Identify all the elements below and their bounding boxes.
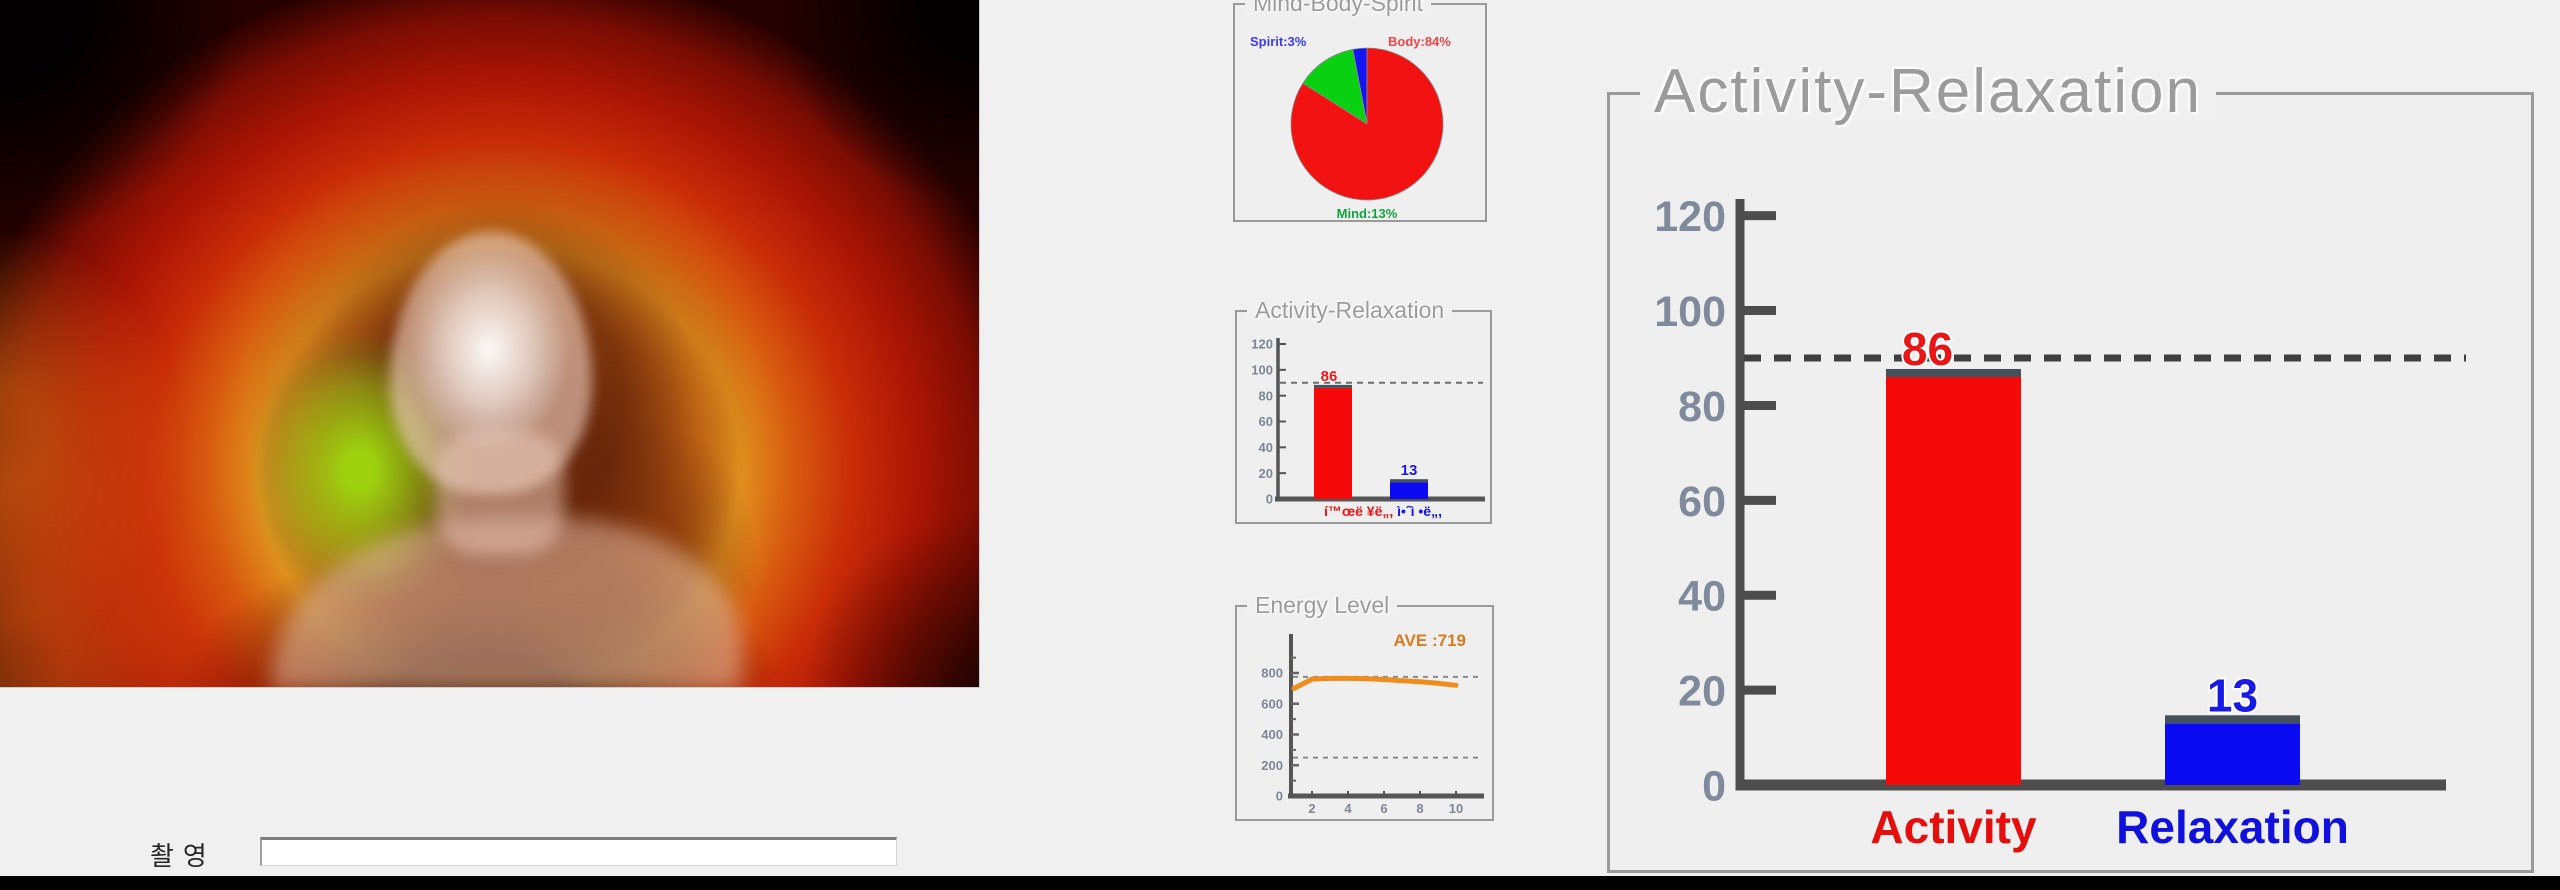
svg-text:60: 60 [1678,478,1726,526]
bar-ì•ˆì •ë„, [1390,482,1428,499]
pie-label-Spirit: Spirit:3% [1250,34,1307,49]
svg-text:0: 0 [1276,789,1283,804]
svg-text:40: 40 [1678,573,1726,621]
svg-text:800: 800 [1261,666,1283,681]
bar-value-label: 86 [1902,323,1953,375]
svg-text:600: 600 [1261,696,1283,711]
svg-text:80: 80 [1678,383,1726,431]
activity-relaxation-large-title: Activity-Relaxation [1640,61,2216,123]
svg-text:2: 2 [1308,801,1315,816]
category-labels: í™œë ¥ë„, ì•ˆì •ë„, [1324,503,1442,519]
svg-text:10: 10 [1449,801,1463,816]
energy-level-panel: Energy Level AVE :719 0 200 400 600 800 2 4 6 8 1… [1235,594,1494,821]
svg-text:20: 20 [1259,466,1273,481]
svg-text:400: 400 [1261,727,1283,742]
mind-body-spirit-panel: Mind-Body-Spirit Spirit:3% Mind:13% Body:8… [1233,0,1487,222]
svg-text:20: 20 [1678,668,1726,716]
activity-relaxation-small-title: Activity-Relaxation [1247,299,1453,322]
bar-value-label: 13 [1401,462,1418,479]
ar_small-svg: 0 20 40 60 80 100 120 86 13 í™œë ¥ë„, ì•ˆì •ë„, [1251,337,1485,519]
svg-text:6: 6 [1380,801,1387,816]
svg-text:8: 8 [1416,801,1423,816]
svg-text:100: 100 [1251,363,1273,378]
ar_big-svg: 0 20 40 60 80 100 120 86 13 Activity Relaxation [1654,193,2466,853]
svg-text:60: 60 [1259,414,1273,429]
bar-Activity [1886,376,2021,785]
energy-level-title: Energy Level [1247,594,1398,617]
mind-body-spirit-title: Mind-Body-Spirit [1245,0,1431,15]
svg-text:0: 0 [1266,492,1273,507]
bar-value-label: 13 [2207,669,2258,721]
category-label-Activity: Activity [1870,801,2037,853]
capture-label: 촬영 [150,841,216,871]
energy-svg: 0 200 400 600 800 2 4 6 8 10 [1261,634,1484,816]
mbs-svg: Spirit:3% Mind:13% Body:84% [1250,34,1451,220]
svg-text:200: 200 [1261,758,1283,773]
category-label-Relaxation: Relaxation [2116,801,2349,853]
bottom-bar [0,876,2560,890]
svg-text:4: 4 [1344,801,1352,816]
bar-Relaxation [2165,723,2300,785]
face-glow [408,248,570,452]
activity-relaxation-large-panel: Activity-Relaxation 0 20 40 60 80 100 120 86 13 A… [1607,61,2534,873]
pie-label-Mind: Mind:13% [1337,206,1398,220]
pie-slice-Mind [1302,48,1368,125]
svg-text:120: 120 [1654,193,1726,241]
activity-relaxation-small-panel: Activity-Relaxation 0 20 40 60 80 100 120 86 13 í… [1235,299,1492,524]
svg-text:120: 120 [1251,337,1273,352]
pie-label-Body: Body:84% [1388,34,1451,49]
svg-text:0: 0 [1702,762,1726,810]
bar-value-label: 86 [1321,368,1338,385]
svg-text:40: 40 [1259,440,1273,455]
energy-average-value: AVE :719 [1393,631,1466,650]
bar-í™œë ¥ë„, [1314,387,1352,499]
energy-line [1291,675,1459,691]
aura-photo [0,0,980,688]
svg-text:100: 100 [1654,288,1726,336]
svg-text:80: 80 [1259,388,1273,403]
pie-slice-Body [1290,47,1444,201]
capture-input[interactable] [260,837,897,866]
